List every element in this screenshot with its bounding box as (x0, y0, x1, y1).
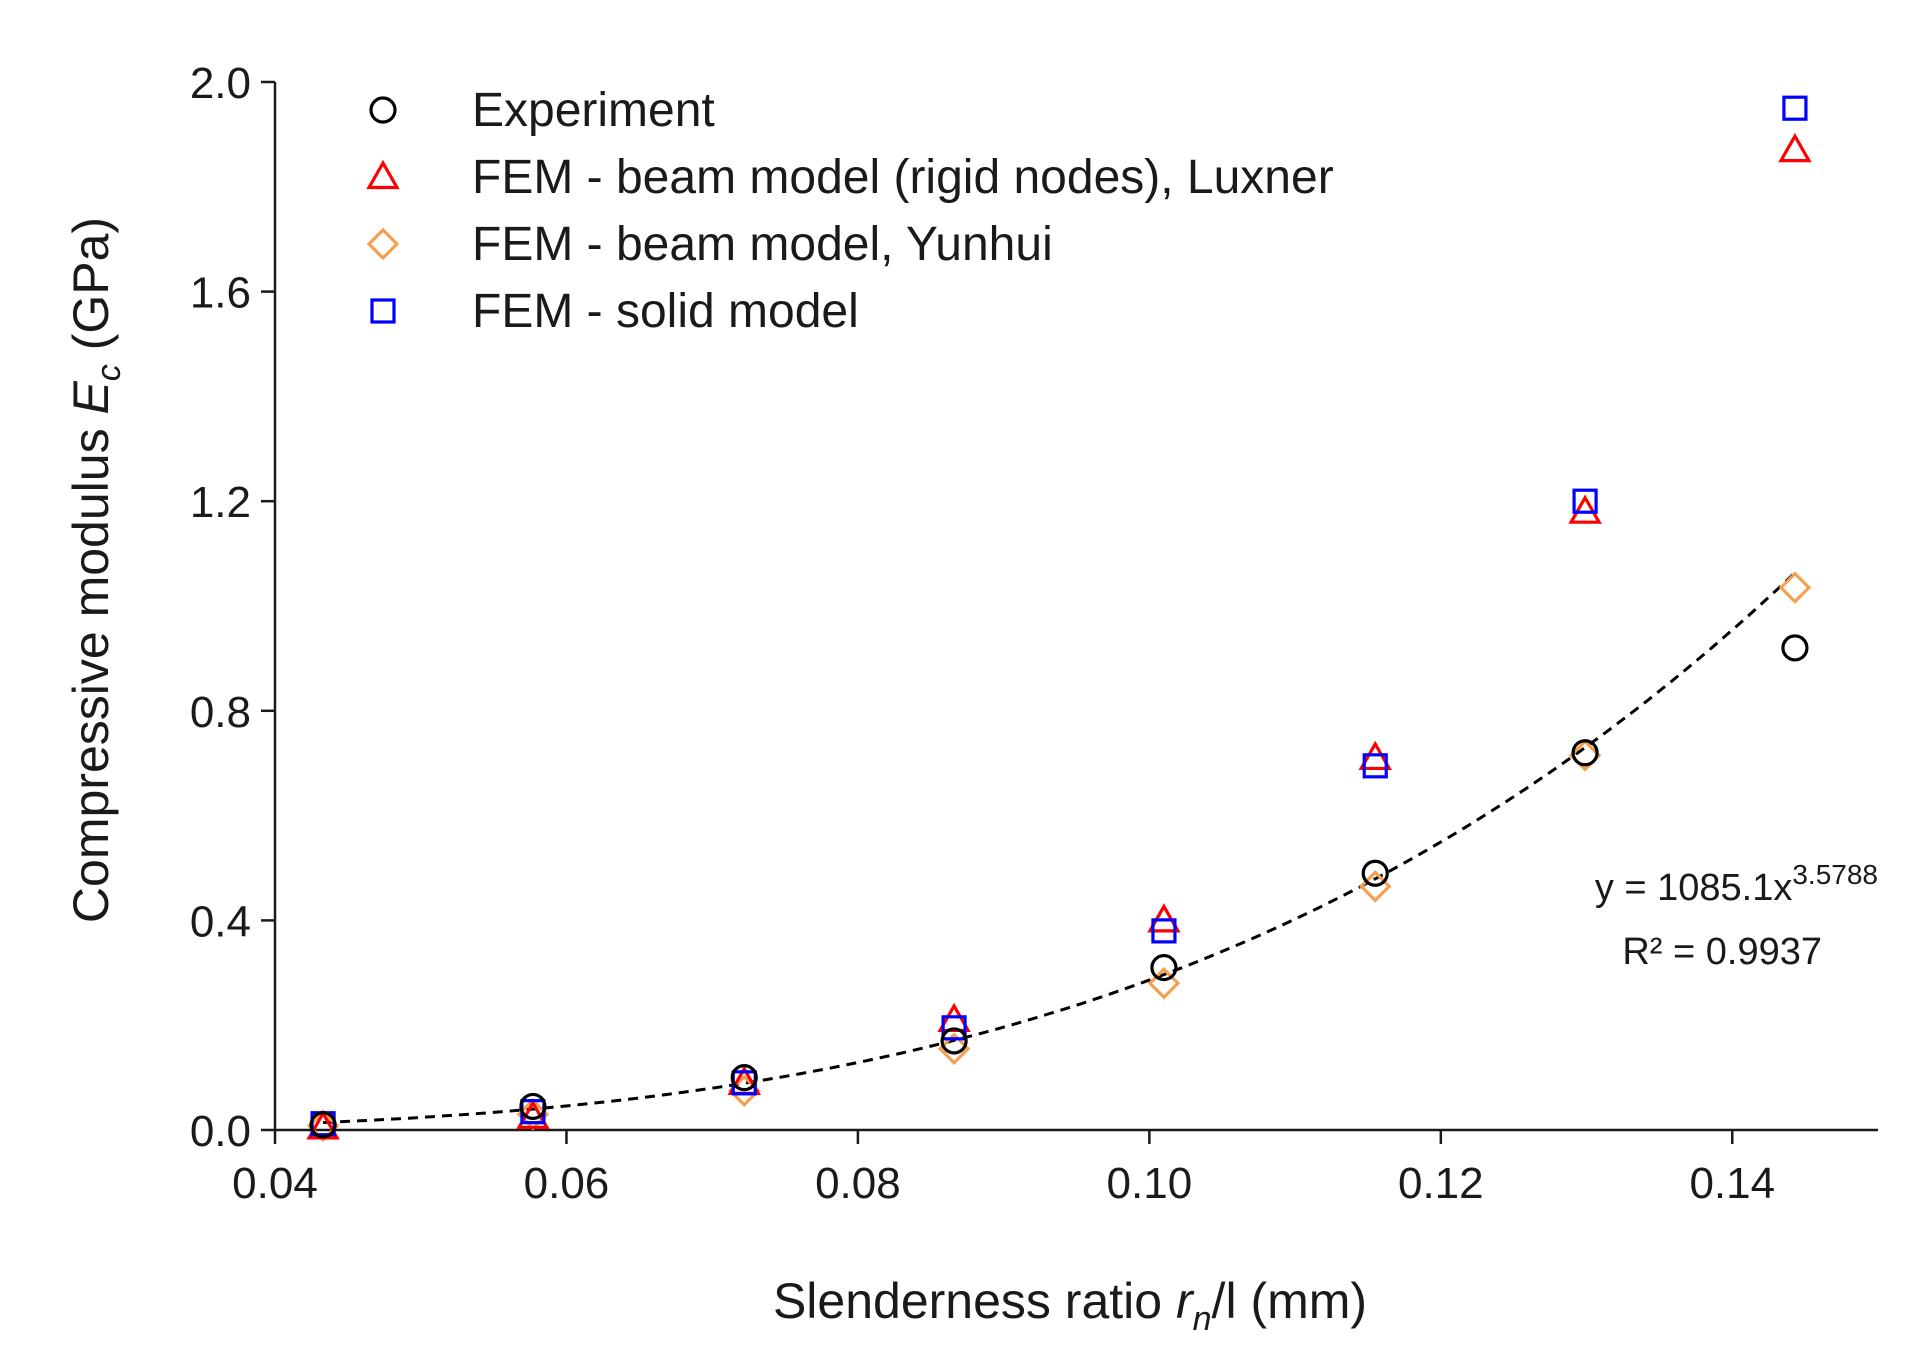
x-tick-label: 0.08 (815, 1159, 901, 1208)
point-circle (1361, 859, 1389, 887)
point-circle (730, 1063, 758, 1092)
point-circle (1781, 634, 1809, 662)
point-square (1782, 95, 1808, 121)
point-circle (940, 1027, 968, 1055)
point-triangle (1778, 132, 1812, 163)
axes: 0.04 0.06 0.08 0.10 0.12 0.14 0.0 0.4 0.8 1.2 1.6 2… (190, 59, 1878, 1208)
point-circle (309, 1111, 337, 1139)
trendline-layer (323, 571, 1796, 1124)
trendline-equation: y = 1085.1x3.5788 (1595, 859, 1878, 909)
legend-label: FEM - beam model (rigid nodes), Luxner (472, 151, 1334, 204)
legend-item: FEM - beam model (rigid nodes), Luxner (366, 151, 1334, 204)
marks (306, 95, 1812, 1143)
point-diamond (937, 1032, 971, 1066)
point-square (1572, 488, 1598, 514)
x-tick-label: 0.12 (1398, 1159, 1484, 1208)
y-tick-label: 0.4 (190, 897, 251, 946)
x-axis-title: Slenderness ratio rn/l (mm) (773, 1273, 1367, 1338)
point-circle (519, 1092, 547, 1121)
point-diamond (1568, 739, 1602, 772)
legend-marker-diamond (366, 227, 400, 261)
x-tick-label: 0.06 (524, 1159, 610, 1208)
series-diamond (306, 571, 1812, 1143)
x-tick-label: 0.14 (1689, 1159, 1775, 1208)
y-tick-label: 0.0 (190, 1107, 251, 1156)
series-circle (309, 634, 1809, 1139)
point-circle (1150, 953, 1178, 982)
legend-item: FEM - solid model (370, 285, 859, 338)
y-tick-label: 1.6 (190, 269, 251, 318)
legend-label: FEM - solid model (472, 285, 859, 338)
trendline-r-squared: R² = 0.9937 (1622, 931, 1822, 973)
point-square (1362, 753, 1388, 779)
y-tick-label: 2.0 (190, 59, 251, 108)
legend-marker-circle (369, 96, 397, 124)
legend-marker-triangle (366, 159, 400, 190)
point-diamond (1147, 967, 1181, 1000)
y-tick-label: 0.8 (190, 688, 251, 737)
point-diamond (1778, 571, 1812, 604)
point-circle (1571, 739, 1599, 767)
x-tick-label: 0.10 (1107, 1159, 1193, 1208)
point-square (1151, 918, 1177, 944)
legend-item: FEM - beam model, Yunhui (366, 218, 1053, 271)
legend: Experiment FEM - beam model (rigid nodes)… (366, 84, 1334, 338)
point-triangle (1568, 494, 1602, 524)
legend-label: FEM - beam model, Yunhui (472, 218, 1053, 271)
point-diamond (306, 1109, 340, 1143)
y-tick-label: 1.2 (190, 478, 251, 527)
legend-marker-square (370, 298, 396, 324)
legend-item: Experiment (369, 84, 715, 137)
point-square (941, 1015, 967, 1041)
legend-label: Experiment (472, 84, 715, 137)
x-tick-label: 0.04 (232, 1159, 318, 1208)
trendline-curve (323, 571, 1796, 1124)
y-axis-title: Compressive modulus Ec (GPa) (63, 217, 128, 923)
trendline-exponent: 3.5788 (1792, 859, 1878, 890)
